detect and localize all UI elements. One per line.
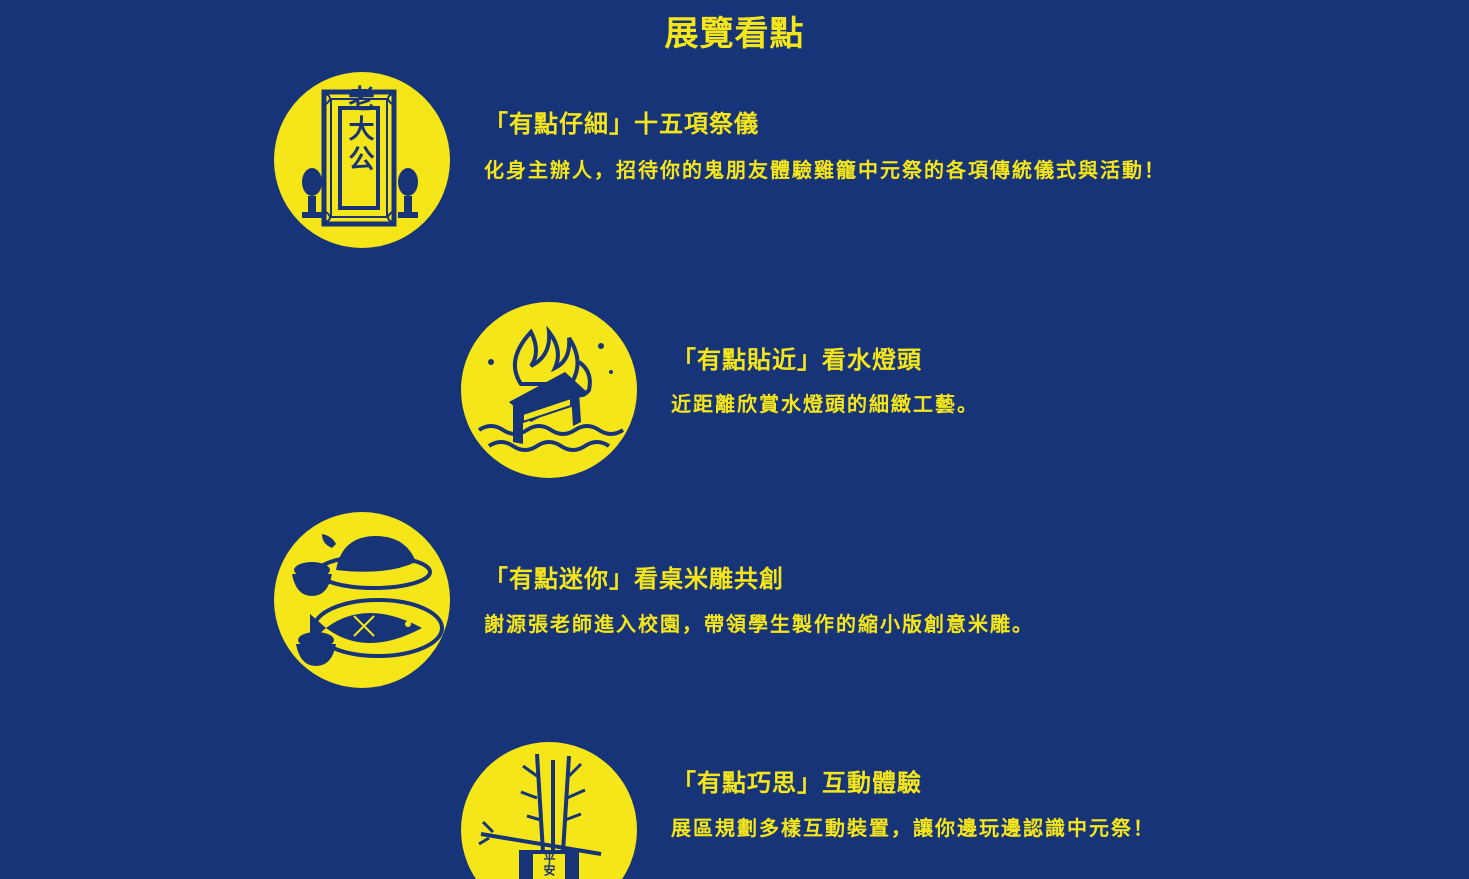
highlight-description: 化身主辦人，招待你的鬼朋友體驗雞籠中元祭的各項傳統儀式與活動！ — [484, 158, 1166, 182]
highlight-description: 展區規劃多樣互動裝置，讓你邊玩邊認識中元祭！ — [671, 816, 1155, 840]
highlight-title: 「有點貼近」看水燈頭 — [672, 346, 922, 374]
highlight-title: 「有點巧思」互動體驗 — [672, 769, 922, 797]
water-lantern-fire-icon — [461, 302, 637, 478]
highlight-title: 「有點仔細」十五項祭儀 — [484, 110, 759, 138]
highlight-description: 謝源張老師進入校園，帶領學生製作的縮小版創意米雕。 — [484, 612, 1034, 636]
highlight-title: 「有點迷你」看桌米雕共創 — [484, 565, 784, 593]
tablet-text: 老大公 — [344, 85, 374, 175]
highlight-description: 近距離欣賞水燈頭的細緻工藝。 — [671, 392, 979, 416]
section-title: 展覽看點 — [664, 14, 805, 54]
altar-tablet-icon: 老大公 — [274, 72, 450, 248]
rice-sculpture-offerings-icon — [274, 512, 450, 688]
bamboo-lantern-pole-icon: 平安 — [461, 742, 637, 879]
banner-text: 平安 — [542, 852, 556, 877]
